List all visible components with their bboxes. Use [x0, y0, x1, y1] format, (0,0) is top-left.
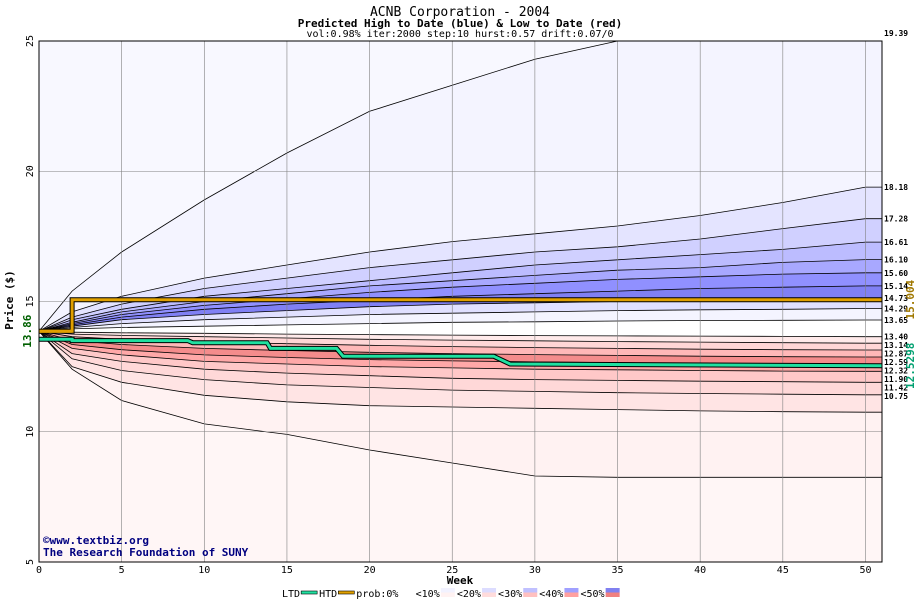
- band-high-1: [39, 187, 882, 332]
- band-low-0: [39, 331, 882, 344]
- y-axis-label: Price ($): [3, 270, 16, 330]
- band-high-outer: [39, 41, 882, 332]
- band-end-label-5: 15.60: [884, 269, 908, 278]
- start-price-label: 13.86: [21, 314, 34, 347]
- legend-label-4: <20%: [457, 589, 481, 600]
- history-lines: [39, 297, 883, 369]
- legend-swatch-high-6: [564, 588, 579, 593]
- x-tick-5: 5: [119, 565, 125, 576]
- legend-label-3: <10%: [416, 589, 440, 600]
- band-end-label-15: 11.90: [884, 375, 908, 384]
- band-high-3: [39, 242, 882, 332]
- htd-end-label: 15.004: [904, 279, 917, 319]
- legend-swatch-high-5: [523, 588, 538, 593]
- probability-bands: [38, 40, 882, 562]
- band-end-label-2: 17.28: [884, 215, 908, 224]
- band-high-2: [39, 218, 882, 332]
- legend-label-6: <40%: [539, 589, 563, 600]
- y-tick-20: 20: [25, 165, 36, 177]
- band-high-0: [39, 41, 882, 332]
- legend-swatch-low-3: [440, 592, 455, 597]
- y-tick-labels: 5 10 15 20 25: [25, 35, 36, 565]
- band-high-7: [39, 297, 882, 332]
- credit-site: ©www.textbiz.org: [43, 534, 149, 547]
- band-end-label-3: 16.61: [884, 238, 908, 247]
- band-end-label-4: 16.10: [884, 256, 908, 265]
- x-tick-35: 35: [612, 565, 624, 576]
- ltd-line: [39, 337, 883, 368]
- y-tick-5: 5: [25, 559, 36, 565]
- band-low-2: [39, 331, 882, 357]
- legend: LTD HTD prob:0% <10% <20% <30% <40% <50%: [282, 588, 620, 600]
- x-tick-50: 50: [859, 565, 871, 576]
- legend-swatch-low-7: [605, 592, 620, 597]
- legend-swatch-high-4: [482, 588, 497, 593]
- band-end-label-7: 14.73: [884, 294, 908, 303]
- band-end-label-11: 13.14: [884, 341, 908, 350]
- band-low-4: [39, 331, 882, 372]
- band-end-label-9: 13.65: [884, 316, 908, 325]
- x-tick-labels: 0 5 10 15 20 25 30 35 40 45 50: [36, 565, 872, 576]
- legend-swatch-low-5: [523, 592, 538, 597]
- ltd-end-label: 12.5298: [904, 343, 917, 389]
- legend-label-0: LTD: [282, 589, 300, 600]
- band-end-label-16: 11.42: [884, 384, 908, 393]
- chart-params: vol:0.98% iter:2000 step:10 hurst:0.57 d…: [306, 29, 613, 40]
- band-high-8: [39, 308, 882, 332]
- band-end-label-8: 14.29: [884, 305, 908, 314]
- band-end-label-13: 12.59: [884, 358, 908, 367]
- band-end-labels: 19.39 18.18 17.28 16.61 16.10 15.60 15.14 14.73…: [884, 29, 908, 401]
- legend-label-1: HTD: [319, 589, 337, 600]
- legend-swatch-low-6: [564, 592, 579, 597]
- band-low-5: [39, 331, 882, 383]
- band-end-label-17: 10.75: [884, 392, 908, 401]
- legend-label-5: <30%: [498, 589, 522, 600]
- y-tick-10: 10: [25, 426, 36, 438]
- band-low-8: [39, 331, 882, 478]
- chart-title: ACNB Corporation - 2004: [370, 5, 550, 20]
- x-tick-15: 15: [281, 565, 293, 576]
- legend-swatch-low-4: [482, 592, 497, 597]
- x-tick-25: 25: [446, 565, 458, 576]
- band-low-6: [39, 331, 882, 395]
- legend-line-1: [337, 590, 355, 595]
- chart-subtitle: Predicted High to Date (blue) & Low to D…: [298, 17, 623, 30]
- legend-swatch-high-2: [399, 588, 414, 593]
- x-tick-40: 40: [694, 565, 706, 576]
- x-tick-0: 0: [36, 565, 42, 576]
- band-high-5: [39, 272, 882, 332]
- y-tick-15: 15: [25, 295, 36, 307]
- band-low-outer: [39, 331, 882, 562]
- x-tick-30: 30: [529, 565, 541, 576]
- y-tick-25: 25: [25, 35, 36, 47]
- band-end-label-6: 15.14: [884, 282, 908, 291]
- band-end-label-10: 13.40: [884, 333, 908, 342]
- x-axis-label: Week: [447, 574, 474, 587]
- x-tick-45: 45: [777, 565, 789, 576]
- legend-line-0: [300, 590, 318, 595]
- band-low-1: [39, 331, 882, 350]
- band-mid: [39, 320, 882, 337]
- legend-swatch-low-2: [399, 592, 414, 597]
- band-end-label-12: 12.87: [884, 350, 908, 359]
- x-tick-10: 10: [198, 565, 210, 576]
- legend-label-7: <50%: [580, 589, 604, 600]
- band-end-label-0: 19.39: [884, 29, 908, 38]
- legend-swatch-high-7: [605, 588, 620, 593]
- band-end-label-14: 12.32: [884, 367, 908, 376]
- legend-label-2: prob:0%: [356, 589, 398, 600]
- legend-swatch-high-3: [440, 588, 455, 593]
- plot-frame: [38, 40, 883, 563]
- credit-org: The Research Foundation of SUNY: [43, 546, 249, 559]
- band-low-7: [39, 331, 882, 413]
- x-tick-20: 20: [364, 565, 376, 576]
- band-end-label-1: 18.18: [884, 183, 908, 192]
